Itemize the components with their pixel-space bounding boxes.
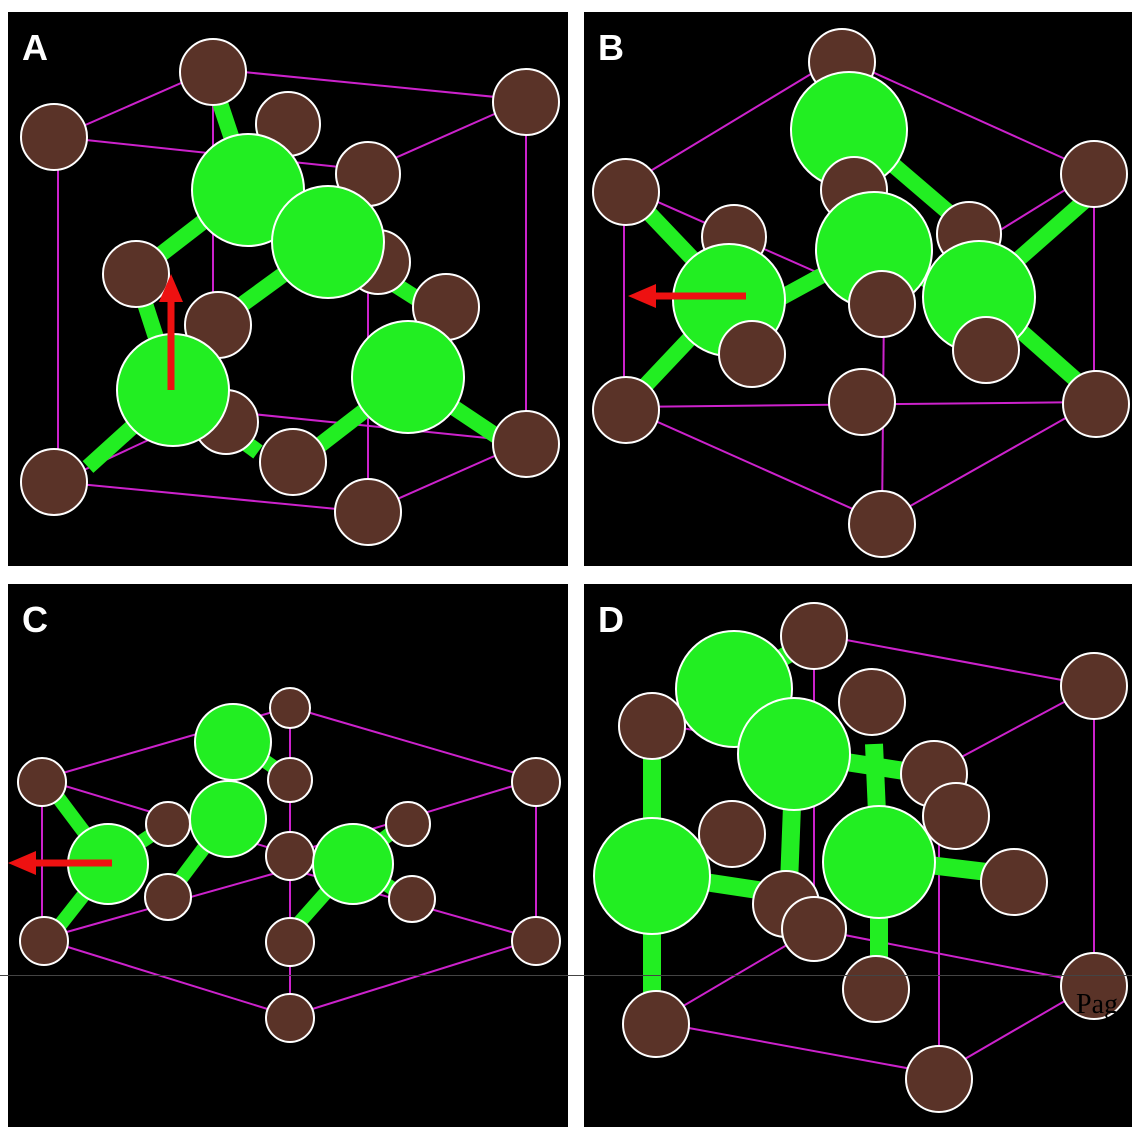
- arrow-left: [8, 851, 112, 875]
- panel-d: D: [584, 584, 1132, 1127]
- arrow-up: [159, 274, 183, 390]
- crystal-structure-c: [8, 687, 561, 1043]
- panel-label-b: B: [598, 27, 624, 68]
- crystal-structure-b: [592, 28, 1130, 558]
- footer-page-text: Pag: [1076, 989, 1118, 1020]
- panel-label-c: C: [22, 599, 48, 640]
- panel-label-a: A: [22, 27, 48, 68]
- panel-b: B: [584, 12, 1132, 566]
- crystal-structure-a: [20, 38, 560, 546]
- panel-a: A: [8, 12, 568, 566]
- panel-c: C: [8, 584, 568, 1127]
- crystal-structure-d: [593, 602, 1128, 1113]
- panel-label-d: D: [598, 599, 624, 640]
- footer-rule: [0, 975, 1132, 976]
- arrow-left: [628, 284, 746, 308]
